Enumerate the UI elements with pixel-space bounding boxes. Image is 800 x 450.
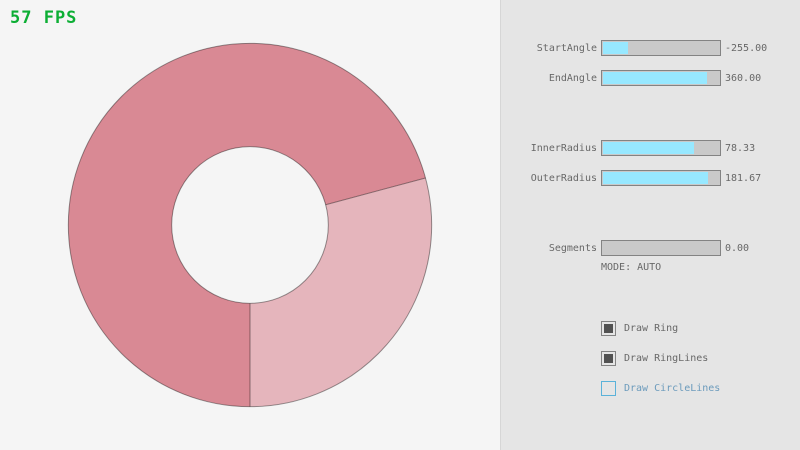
ring-inner-outline (171, 146, 329, 304)
slider-row-outerradius: OuterRadius 181.67 (509, 170, 761, 186)
fps-counter: 57 FPS (10, 8, 78, 28)
ring-outer-outline (67, 42, 433, 408)
draw-circlelines-label: Draw CircleLines (624, 382, 721, 394)
segments-slider[interactable] (601, 240, 721, 256)
startangle-value: -255.00 (725, 42, 768, 54)
slider-fill (603, 42, 628, 54)
draw-ringlines-checkbox[interactable] (601, 350, 616, 366)
ring-single-segment (250, 177, 432, 407)
slider-row-startangle: StartAngle -255.00 (509, 40, 767, 56)
control-panel: StartAngle -255.00 EndAngle 360.00 Inner… (500, 0, 800, 450)
draw-ring-checkbox-row: Draw Ring (601, 320, 678, 336)
draw-circlelines-checkbox-row: Draw CircleLines (601, 380, 720, 396)
ring-radial-line-start (325, 177, 426, 206)
ring-double-segment (68, 43, 426, 407)
endangle-value: 360.00 (725, 72, 762, 84)
innerradius-slider[interactable] (601, 140, 721, 156)
endangle-label: EndAngle (548, 72, 597, 84)
slider-fill (603, 172, 708, 184)
draw-ring-checkbox[interactable] (601, 320, 616, 336)
draw-circlelines-checkbox[interactable] (601, 380, 616, 396)
outerradius-value: 181.67 (725, 172, 762, 184)
segments-mode-text: MODE: AUTO (601, 262, 662, 273)
slider-fill (603, 142, 694, 154)
innerradius-label: InnerRadius (530, 142, 597, 154)
segments-label: Segments (548, 242, 597, 254)
draw-ringlines-checkbox-row: Draw RingLines (601, 350, 708, 366)
draw-ringlines-label: Draw RingLines (624, 352, 709, 364)
startangle-slider[interactable] (601, 40, 721, 56)
slider-row-segments: Segments 0.00 (509, 240, 749, 256)
startangle-label: StartAngle (536, 42, 597, 54)
slider-fill (603, 72, 707, 84)
innerradius-value: 78.33 (725, 142, 756, 154)
outerradius-slider[interactable] (601, 170, 721, 186)
slider-row-endangle: EndAngle 360.00 (509, 70, 761, 86)
segments-value: 0.00 (725, 242, 750, 254)
outerradius-label: OuterRadius (530, 172, 597, 184)
endangle-slider[interactable] (601, 70, 721, 86)
slider-row-innerradius: InnerRadius 78.33 (509, 140, 755, 156)
draw-ring-label: Draw Ring (624, 322, 679, 334)
